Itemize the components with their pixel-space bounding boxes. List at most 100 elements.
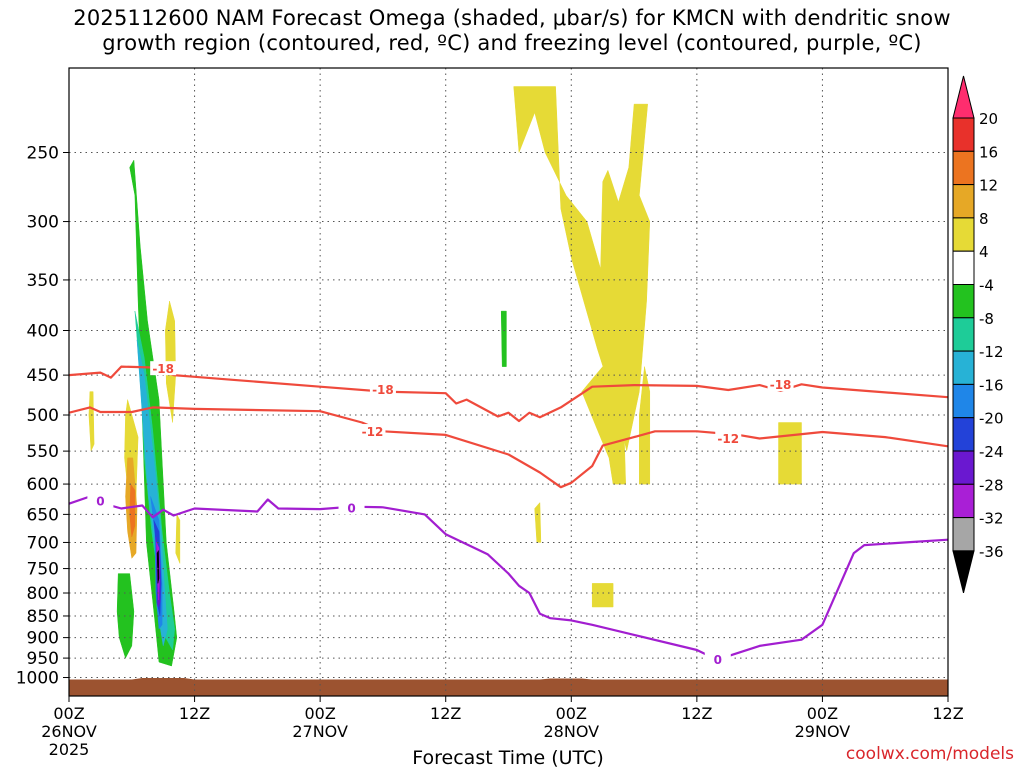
omega-region-18: [591, 583, 614, 608]
omega-region-8: [156, 549, 160, 584]
y-tick-label-950: 950: [27, 649, 59, 669]
grid: [69, 68, 949, 696]
colorbar: 20 16 12 8 4 -4 -8 -12 -16 -20 -24 -28 -32 -36: [952, 75, 1004, 594]
x-tick-label-84: 12Z: [932, 704, 963, 723]
chart-title-line-1: 2025112600 NAM Forecast Omega (shaded, μ…: [73, 6, 951, 30]
colorbar-swatch-9: [952, 383, 975, 419]
y-tick-label-850: 850: [27, 607, 59, 627]
y-tick-label-300: 300: [27, 213, 59, 233]
y-tick-label-600: 600: [27, 475, 59, 495]
omega-region-0: [129, 159, 178, 667]
contour-label-bg: [87, 493, 114, 508]
contour-label-0-1: 0: [347, 502, 355, 516]
colorbar-label-6: -8: [979, 310, 994, 328]
x-tick-label-60: 12Z: [681, 704, 712, 723]
x-tick-date-0: 26NOV: [41, 722, 97, 741]
colorbar-label-13: -36: [979, 543, 1004, 561]
x-tick-date-72: 29NOV: [795, 722, 851, 741]
y-tick-label-750: 750: [27, 560, 59, 580]
x-tick-label-72: 00Z: [807, 704, 838, 723]
contour-label--18-0: -18: [152, 362, 174, 376]
colorbar-label-12: -32: [979, 510, 1004, 528]
contour-label-bg: [338, 500, 365, 515]
x-tick-label-36: 12Z: [430, 704, 461, 723]
colorbar-label-5: -4: [979, 277, 994, 295]
omega-region-15: [513, 86, 651, 452]
colorbar-swatch-10: [952, 417, 975, 452]
y-tick-label-1000: 1000: [16, 669, 59, 689]
y-tick-label-550: 550: [27, 442, 59, 462]
colorbar-swatch-8: [952, 350, 975, 385]
colorbar-swatch-6: [952, 284, 975, 319]
y-tick-label-500: 500: [27, 406, 59, 426]
colorbar-swatch-2: [952, 150, 975, 186]
colorbar-label-0: 20: [979, 110, 998, 128]
credit-link[interactable]: coolwx.com/models: [845, 744, 1014, 764]
x-tick-date-48: 28NOV: [543, 722, 599, 741]
omega-region-14: [88, 391, 95, 452]
colorbar-swatch-13: [952, 517, 975, 552]
colorbar-label-2: 12: [979, 177, 998, 195]
contour-label--18-1: -18: [372, 383, 394, 397]
colorbar-swatch-1: [952, 117, 975, 152]
omega-region-19: [534, 501, 542, 543]
contour-label--12-0: -12: [362, 425, 384, 439]
contour-label-bg: [767, 377, 794, 392]
contours: -18 -18 -18 -12 -12 0 0 0: [69, 361, 948, 667]
omega-region-13: [175, 513, 181, 564]
contour-label-bg: [150, 361, 177, 376]
colorbar-swatch-5: [952, 250, 975, 285]
colorbar-label-11: -28: [979, 476, 1004, 494]
y-tick-label-400: 400: [27, 322, 59, 342]
colorbar-top-arrow: [952, 75, 975, 119]
y-tick-label-800: 800: [27, 584, 59, 604]
y-tick-label-700: 700: [27, 533, 59, 553]
y-tick-label-250: 250: [27, 144, 59, 164]
x-tick-label-0: 00Z: [53, 704, 84, 723]
x-axis-label: Forecast Time (UTC): [412, 747, 603, 768]
colorbar-label-3: 8: [979, 210, 989, 228]
colorbar-swatch-11: [952, 450, 975, 485]
contour-label--18-2: -18: [770, 378, 792, 392]
colorbar-label-8: -16: [979, 376, 1004, 394]
y-tick-label-350: 350: [27, 271, 59, 291]
colorbar-label-4: 4: [979, 243, 989, 261]
y-tick-label-900: 900: [27, 629, 59, 649]
colorbar-label-10: -24: [979, 443, 1004, 461]
colorbar-swatch-4: [952, 217, 975, 252]
colorbar-label-9: -20: [979, 410, 1004, 428]
contour-label-0-0: 0: [96, 494, 104, 508]
chart-title-line-2: growth region (contoured, red, ºC) and f…: [102, 31, 922, 55]
x-tick-label-12: 12Z: [179, 704, 210, 723]
x-tick-label-24: 00Z: [304, 704, 335, 723]
chart-title: 2025112600 NAM Forecast Omega (shaded, μ…: [0, 6, 1024, 56]
contour-line--12-1: [69, 406, 948, 489]
y-axis: 2503003504004505005506006507007508008509…: [16, 144, 69, 689]
contour-label-bg: [715, 431, 742, 446]
contour-label-0-2: 0: [714, 653, 722, 667]
colorbar-swatch-7: [952, 317, 975, 352]
y-tick-label-450: 450: [27, 366, 59, 386]
y-tick-label-650: 650: [27, 505, 59, 525]
x-tick-label-48: 00Z: [556, 704, 587, 723]
terrain-fill: [69, 678, 948, 696]
colorbar-swatch-12: [952, 483, 975, 519]
x-tick-year-0: 2025: [49, 740, 90, 759]
omega-region-17: [639, 366, 651, 485]
colorbar-bottom-arrow: [952, 550, 975, 594]
contour-label-bg: [369, 381, 396, 396]
contour-label--12-1: -12: [717, 432, 739, 446]
omega-region-11: [129, 483, 136, 538]
omega-region-21: [500, 310, 507, 367]
colorbar-label-7: -12: [979, 343, 1004, 361]
plot-frame: [68, 67, 949, 697]
x-tick-date-24: 27NOV: [292, 722, 348, 741]
colorbar-label-1: 16: [979, 143, 998, 161]
colorbar-swatch-3: [952, 184, 975, 219]
terrain: [69, 678, 948, 696]
contour-line--18-0: [69, 365, 948, 423]
contour-label-bg: [359, 424, 386, 439]
contour-label-bg: [704, 652, 731, 667]
